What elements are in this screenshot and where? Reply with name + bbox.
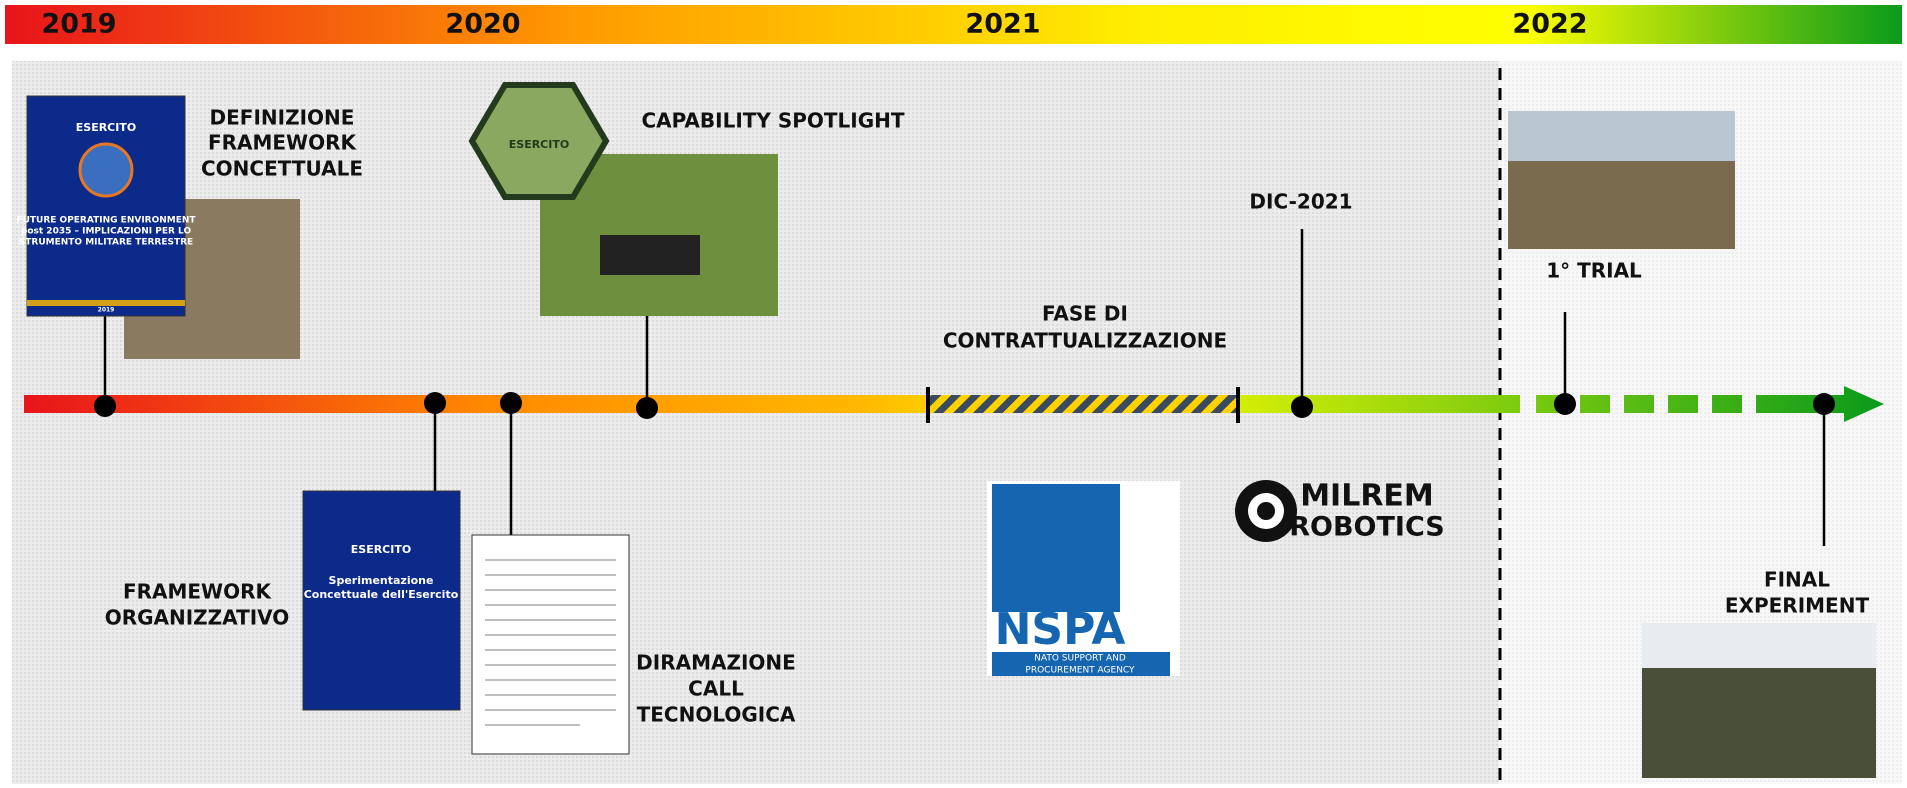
badge: ESERCITO — [472, 85, 606, 197]
event-label: CALL — [688, 677, 744, 701]
book-title: FUTURE OPERATING ENVIRONMENT — [16, 216, 196, 226]
book-title: post 2035 – IMPLICAZIONI PER LO — [21, 227, 192, 237]
document — [472, 535, 629, 754]
event-label: FINAL — [1764, 568, 1830, 592]
book-cover-fo: ESERCITO FUTURE OPERATING ENVIRONMENT po… — [16, 96, 196, 316]
event-label: DEFINIZIONE — [210, 106, 355, 130]
photo-trial-sky — [1508, 111, 1735, 161]
nspa-logo: NSPA NATO SUPPORT AND PROCUREMENT AGENCY — [987, 481, 1180, 676]
year-bar — [5, 5, 1902, 44]
book-brand: ESERCITO — [76, 121, 136, 134]
year-label: 2022 — [1512, 9, 1587, 40]
book-title: STRUMENTO MILITARE TERRESTRE — [19, 238, 193, 248]
timeline: 2019 2020 2021 2022 ESERCITO FUTURE OPER… — [0, 0, 1907, 788]
event-label: DIC-2021 — [1249, 190, 1352, 214]
nspa-text: NSPA — [995, 604, 1126, 655]
photo-vehicle-shape — [600, 235, 700, 275]
milrem-logo: MILREM ROBOTICS — [1235, 479, 1445, 543]
nspa-name: PROCUREMENT AGENCY — [1025, 666, 1135, 676]
event-label: CONTRATTUALIZZAZIONE — [943, 329, 1227, 353]
badge-text: ESERCITO — [509, 138, 569, 151]
event-label: DIRAMAZIONE — [636, 651, 796, 675]
book-title: Sperimentazione — [329, 574, 434, 587]
milrem-text: ROBOTICS — [1289, 512, 1445, 543]
contract-phase — [928, 395, 1238, 413]
year-label: 2021 — [965, 9, 1040, 40]
event-label: FASE DI — [1042, 302, 1128, 326]
event-label: 1° TRIAL — [1546, 259, 1642, 283]
photo-final-sky — [1642, 623, 1876, 668]
event-label: ORGANIZZATIVO — [105, 606, 290, 630]
book-year: 2019 — [98, 307, 115, 314]
event-label: CAPABILITY SPOTLIGHT — [641, 109, 904, 133]
year-label: 2020 — [445, 9, 520, 40]
book-cover-sce: ESERCITO Sperimentazione Concettuale del… — [303, 491, 460, 710]
book-title: Concettuale dell'Esercito — [304, 588, 459, 601]
event-label: TECNOLOGICA — [637, 703, 796, 727]
year-label: 2019 — [41, 9, 116, 40]
milrem-text: MILREM — [1300, 479, 1434, 514]
event-label: FRAMEWORK — [123, 580, 273, 604]
book-brand: ESERCITO — [351, 543, 411, 556]
nspa-name: NATO SUPPORT AND — [1034, 654, 1126, 664]
event-label: EXPERIMENT — [1725, 594, 1870, 618]
event-label: CONCETTUALE — [201, 157, 363, 181]
event-label: FRAMEWORK — [208, 131, 358, 155]
